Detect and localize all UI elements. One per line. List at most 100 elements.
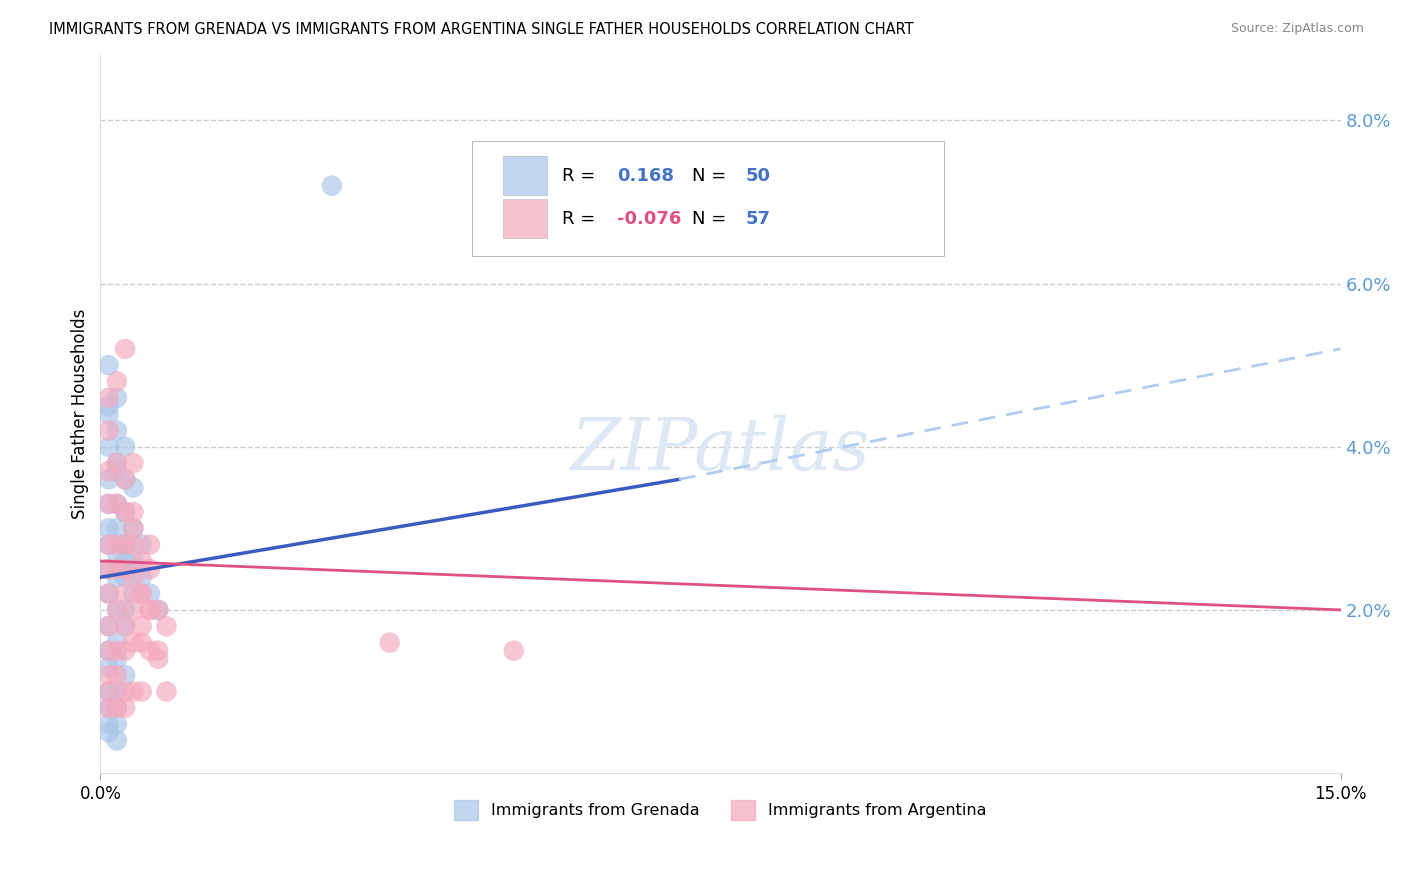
Point [97,497,120,511]
Point [139,538,162,552]
Point [131,635,153,649]
Point [114,472,136,486]
Point [122,554,145,568]
Point [105,456,128,470]
Text: ZIPatlas: ZIPatlas [571,415,870,485]
Point [97,660,120,674]
Point [97,717,120,731]
Point [97,399,120,413]
Point [97,407,120,421]
Point [105,635,128,649]
Point [105,570,128,584]
Point [114,342,136,356]
Point [97,464,120,478]
Point [114,440,136,454]
Text: N =: N = [692,167,733,185]
Text: -0.076: -0.076 [617,210,682,227]
Point [139,586,162,600]
Point [114,668,136,682]
Point [114,554,136,568]
Text: 0.168: 0.168 [617,167,675,185]
Point [105,684,128,698]
Point [139,603,162,617]
Point [122,521,145,535]
Point [97,684,120,698]
Point [97,358,120,372]
Point [139,562,162,576]
Point [502,643,524,657]
Point [148,652,170,666]
Y-axis label: Single Father Households: Single Father Households [72,309,89,519]
Point [97,538,120,552]
Point [105,562,128,576]
Point [97,701,120,715]
Point [97,521,120,535]
Point [148,603,170,617]
Point [97,562,120,576]
Point [114,505,136,519]
Point [114,505,136,519]
Point [97,497,120,511]
Point [97,586,120,600]
Text: R =: R = [561,210,600,227]
Point [105,546,128,560]
Point [105,717,128,731]
Point [97,725,120,739]
Point [97,668,120,682]
Point [122,481,145,495]
Point [114,701,136,715]
Point [97,562,120,576]
Point [122,586,145,600]
Point [105,464,128,478]
Point [97,643,120,657]
Point [97,538,120,552]
Text: N =: N = [692,210,733,227]
Point [131,586,153,600]
Point [321,178,343,193]
Point [97,701,120,715]
Point [131,554,153,568]
Point [131,570,153,584]
Text: 50: 50 [745,167,770,185]
Point [131,538,153,552]
Point [122,456,145,470]
Point [148,603,170,617]
Point [122,538,145,552]
Point [105,643,128,657]
Point [114,538,136,552]
Point [122,684,145,698]
Point [97,424,120,438]
Point [114,570,136,584]
Point [97,684,120,698]
Point [105,497,128,511]
Point [148,643,170,657]
Point [105,424,128,438]
Point [97,440,120,454]
Point [105,603,128,617]
Text: 57: 57 [745,210,770,227]
Point [114,619,136,633]
Point [131,586,153,600]
Point [114,472,136,486]
Bar [503,199,547,238]
Point [105,538,128,552]
Point [155,684,177,698]
Point [114,684,136,698]
Point [97,472,120,486]
Point [378,635,401,649]
Point [105,701,128,715]
Point [139,643,162,657]
Point [122,521,145,535]
Point [105,391,128,405]
Point [105,733,128,747]
Point [122,570,145,584]
Point [155,619,177,633]
Point [114,619,136,633]
Point [97,391,120,405]
Point [122,635,145,649]
Point [139,603,162,617]
Point [97,643,120,657]
Point [97,619,120,633]
FancyBboxPatch shape [472,141,943,256]
Point [131,619,153,633]
